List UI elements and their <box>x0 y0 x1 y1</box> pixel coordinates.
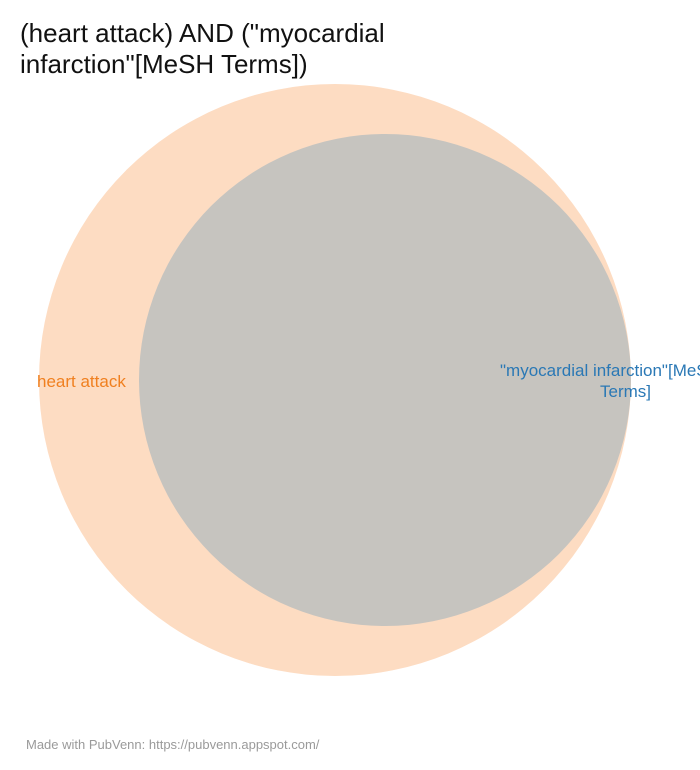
set-label-myocardial-infarction-line1: "myocardial infarction"[MeSH <box>500 361 700 380</box>
set-label-heart-attack: heart attack <box>37 372 126 391</box>
set-label-myocardial-infarction-line2: Terms] <box>600 382 651 401</box>
set-circle-myocardial-infarction <box>139 134 631 626</box>
venn-title: (heart attack) AND ("myocardial infarcti… <box>20 18 385 79</box>
footer-credit: Made with PubVenn: https://pubvenn.appsp… <box>26 737 320 752</box>
